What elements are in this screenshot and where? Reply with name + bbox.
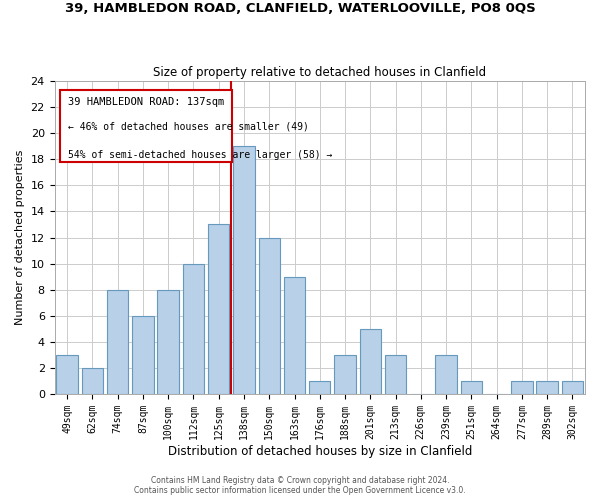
Text: 39 HAMBLEDON ROAD: 137sqm: 39 HAMBLEDON ROAD: 137sqm	[68, 96, 224, 106]
Title: Size of property relative to detached houses in Clanfield: Size of property relative to detached ho…	[153, 66, 487, 78]
FancyBboxPatch shape	[60, 90, 232, 162]
Bar	[107, 290, 128, 394]
X-axis label: Distribution of detached houses by size in Clanfield: Distribution of detached houses by size …	[167, 444, 472, 458]
Bar	[157, 290, 179, 394]
Bar	[436, 355, 457, 394]
Bar	[562, 381, 583, 394]
Bar	[56, 355, 78, 394]
Bar	[309, 381, 331, 394]
Bar	[132, 316, 154, 394]
Bar	[359, 329, 381, 394]
Bar	[461, 381, 482, 394]
Bar	[385, 355, 406, 394]
Bar	[536, 381, 558, 394]
Text: 39, HAMBLEDON ROAD, CLANFIELD, WATERLOOVILLE, PO8 0QS: 39, HAMBLEDON ROAD, CLANFIELD, WATERLOOV…	[65, 2, 535, 16]
Bar	[511, 381, 533, 394]
Y-axis label: Number of detached properties: Number of detached properties	[15, 150, 25, 325]
Text: 54% of semi-detached houses are larger (58) →: 54% of semi-detached houses are larger (…	[68, 150, 332, 160]
Bar	[208, 224, 229, 394]
Bar	[183, 264, 204, 394]
Bar	[233, 146, 255, 394]
Text: Contains HM Land Registry data © Crown copyright and database right 2024.
Contai: Contains HM Land Registry data © Crown c…	[134, 476, 466, 495]
Text: ← 46% of detached houses are smaller (49): ← 46% of detached houses are smaller (49…	[68, 122, 308, 132]
Bar	[284, 276, 305, 394]
Bar	[334, 355, 356, 394]
Bar	[259, 238, 280, 394]
Bar	[82, 368, 103, 394]
